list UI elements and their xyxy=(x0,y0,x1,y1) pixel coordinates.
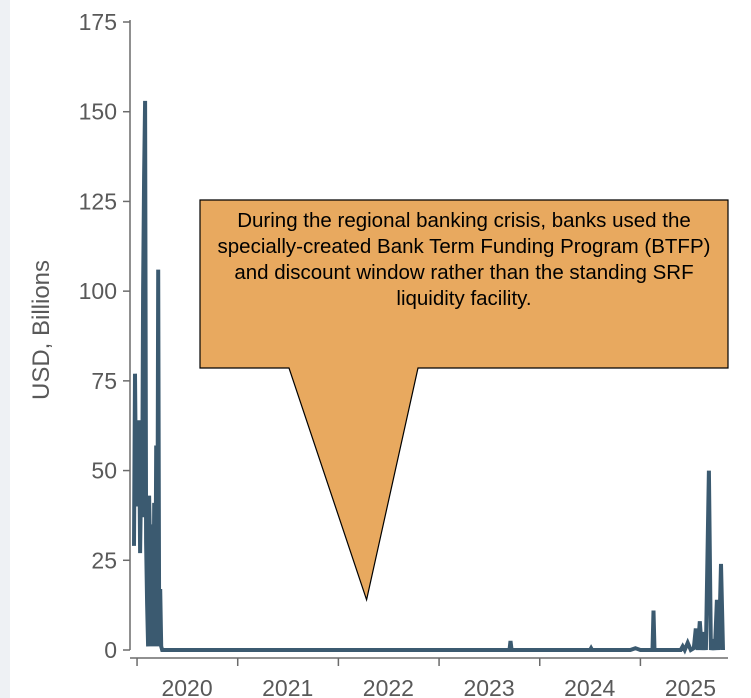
x-tick-label: 2024 xyxy=(564,675,615,698)
x-tick-label: 2025 xyxy=(665,675,716,698)
y-tick-label: 125 xyxy=(79,188,117,214)
series-layer xyxy=(134,101,723,650)
x-tick-label: 2023 xyxy=(463,675,514,698)
y-tick-label: 175 xyxy=(79,9,117,35)
y-axis-title: USD, Billions xyxy=(28,260,55,400)
y-tick-label: 0 xyxy=(104,637,117,663)
y-tick-label: 50 xyxy=(91,458,117,484)
x-tick-label: 2020 xyxy=(161,675,212,698)
y-tick-label: 150 xyxy=(79,99,117,125)
annotation-callout-text: During the regional banking crisis, bank… xyxy=(200,200,728,312)
y-axis: 0 25 50 75 100 125 150 175 xyxy=(79,9,130,663)
x-tick-label: 2021 xyxy=(262,675,313,698)
x-tick-label: 2022 xyxy=(363,675,414,698)
series-line xyxy=(134,101,723,650)
x-axis: 2020 2021 2022 2023 2024 2025 xyxy=(130,658,728,698)
y-tick-label: 75 xyxy=(91,368,117,394)
y-tick-label: 100 xyxy=(79,278,117,304)
y-tick-label: 25 xyxy=(91,547,117,573)
